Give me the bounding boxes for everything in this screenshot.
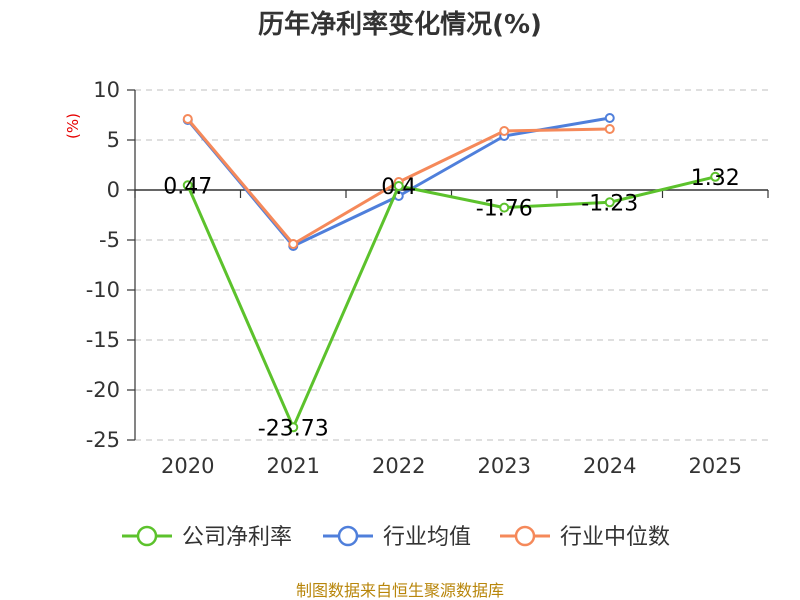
- data-point[interactable]: [288, 239, 299, 249]
- y-tick-label: -15: [86, 328, 120, 352]
- series-line: [186, 175, 716, 429]
- legend-label: 行业中位数: [560, 525, 670, 550]
- data-point[interactable]: [604, 124, 615, 134]
- data-point[interactable]: [499, 202, 510, 213]
- y-tick-label: 0: [107, 178, 120, 202]
- chart-title: 历年净利率变化情况(%): [258, 9, 542, 40]
- data-point[interactable]: [393, 181, 404, 191]
- data-label: 0.4: [381, 175, 416, 200]
- legend[interactable]: 公司净利率 行业均值 行业中位数: [122, 525, 670, 550]
- data-label: -23.73: [258, 416, 329, 441]
- data-label: 1.32: [691, 166, 740, 191]
- data-label: -1.23: [581, 191, 638, 216]
- grid-lines: [135, 89, 768, 441]
- x-tick-label: 2020: [161, 454, 214, 478]
- data-point[interactable]: [604, 113, 615, 123]
- y-axis-label: (%): [64, 113, 82, 139]
- legend-item[interactable]: 公司净利率: [122, 525, 292, 550]
- x-tick-label: 2025: [689, 454, 742, 478]
- data-point[interactable]: [288, 422, 299, 433]
- legend-label: 行业均值: [383, 525, 471, 550]
- axes: 10 5 0 -5 -10 -15 -20 -25 2020 2021 2022 2023 2024 20…: [86, 78, 769, 478]
- data-labels: 0.47 -23.73 0.4 -1.76 -1.23 1.32: [163, 166, 740, 441]
- source-note: 制图数据来自恒生聚源数据库: [296, 581, 504, 600]
- data-label: 0.47: [163, 174, 212, 199]
- legend-item[interactable]: 行业均值: [323, 525, 471, 550]
- x-tick-label: 2024: [583, 454, 636, 478]
- legend-item[interactable]: 行业中位数: [500, 525, 670, 550]
- y-tick-label: -20: [86, 378, 120, 402]
- x-tick-label: 2023: [478, 454, 531, 478]
- data-label: -1.76: [476, 197, 533, 222]
- data-point[interactable]: [182, 180, 193, 191]
- y-tick-label: -5: [99, 228, 120, 252]
- x-tick-label: 2021: [267, 454, 320, 478]
- x-tick-label: 2022: [372, 454, 425, 478]
- y-tick-label: -10: [86, 278, 120, 302]
- legend-marker: [514, 525, 536, 547]
- y-tick-label: 10: [93, 78, 120, 102]
- legend-marker: [136, 525, 158, 547]
- series-lines: [182, 113, 721, 433]
- data-point[interactable]: [604, 197, 615, 208]
- y-tick-label: -25: [86, 428, 120, 452]
- y-tick-label: 5: [107, 128, 120, 152]
- legend-label: 公司净利率: [182, 525, 292, 550]
- data-point[interactable]: [499, 126, 510, 136]
- data-point[interactable]: [182, 114, 193, 124]
- data-point[interactable]: [710, 171, 721, 182]
- legend-marker: [337, 525, 359, 547]
